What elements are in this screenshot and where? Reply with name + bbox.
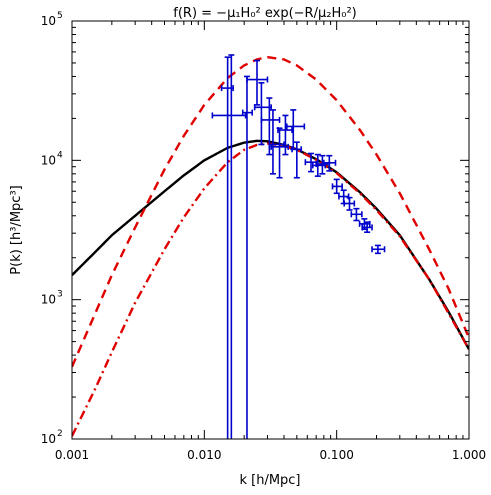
y-tick-exponent: 2 bbox=[57, 429, 63, 439]
error-bar-layer bbox=[211, 54, 386, 439]
y-tick-label: 10 bbox=[41, 14, 56, 28]
y-tick-exponent: 5 bbox=[57, 11, 63, 21]
data-point-errorbar bbox=[241, 75, 254, 439]
data-point-errorbar bbox=[291, 141, 303, 179]
y-tick-exponent: 4 bbox=[57, 150, 63, 160]
plot-frame bbox=[71, 20, 470, 440]
data-point-errorbar bbox=[343, 196, 356, 211]
y-axis-label: P(k) [h³/Mpc³] bbox=[9, 185, 24, 274]
series-line-dashed bbox=[72, 55, 469, 368]
series-layer bbox=[72, 55, 469, 437]
series-line-dash-dot bbox=[72, 142, 469, 437]
x-tick-label: 0.100 bbox=[319, 448, 353, 462]
x-axis-label: k [h/Mpc] bbox=[239, 473, 300, 488]
tick-layer bbox=[71, 20, 470, 440]
data-point-errorbar bbox=[270, 127, 289, 179]
data-point-errorbar bbox=[331, 178, 343, 195]
data-point-errorbar bbox=[211, 54, 247, 439]
x-tick-label: 0.010 bbox=[187, 448, 221, 462]
y-tick-label: 10 bbox=[41, 293, 56, 307]
data-point-errorbar bbox=[350, 207, 363, 222]
y-tick-label: 10 bbox=[41, 432, 56, 446]
y-tick-label: 10 bbox=[41, 153, 56, 167]
data-point-errorbar bbox=[361, 221, 373, 233]
data-point-errorbar bbox=[253, 82, 272, 146]
x-tick-label: 1.000 bbox=[452, 448, 486, 462]
chart-title: f(R) = −μ₁H₀² exp(−R/μ₂H₀²) bbox=[173, 6, 356, 21]
y-tick-exponent: 3 bbox=[57, 290, 63, 300]
data-point-errorbar bbox=[323, 154, 337, 172]
x-tick-label: 0.001 bbox=[55, 448, 89, 462]
data-point-errorbar bbox=[371, 244, 386, 255]
series-line-solid bbox=[72, 139, 469, 350]
